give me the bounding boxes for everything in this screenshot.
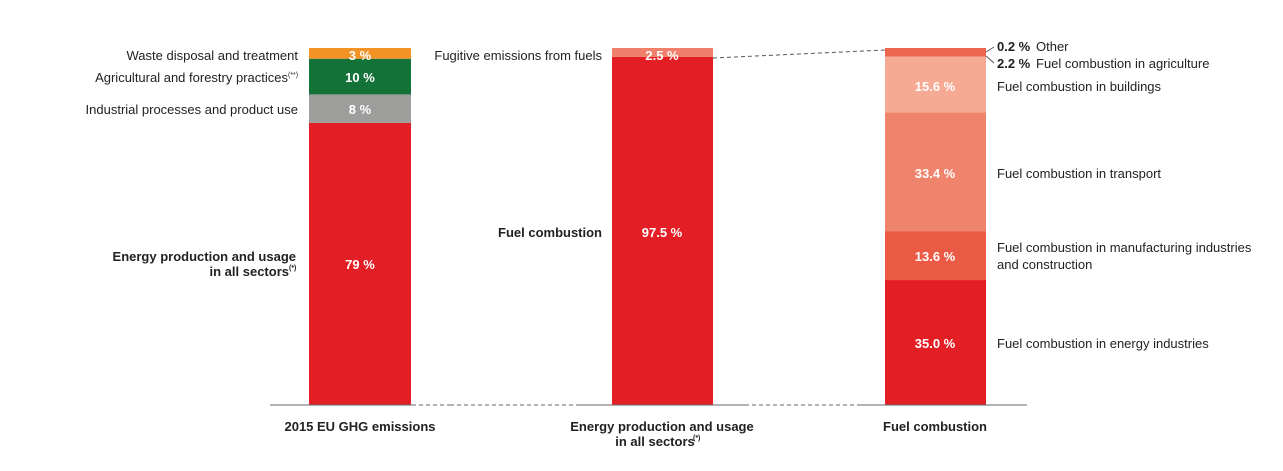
chart1-value-waste: 3 %: [349, 48, 372, 63]
chart1-bar-1: [309, 94, 411, 123]
chart3-value-manufacturing: 13.6 %: [915, 249, 956, 264]
chart1-label-waste: Waste disposal and treatment: [127, 48, 299, 63]
chart1-label-agri: Agricultural and forestry practices: [95, 70, 288, 85]
chart3-bar-2: [885, 112, 986, 232]
chart3-value-buildings: 15.6 %: [915, 79, 956, 94]
chart3-x-label: Fuel combustion: [883, 419, 987, 434]
chart3-bar-1: [885, 231, 986, 281]
chart2-group: 97.5 % 2.5 % Fugitive emissions from fue…: [434, 48, 886, 449]
chart1-x-label: 2015 EU GHG emissions: [284, 419, 435, 434]
chart1-bar-0: [309, 122, 411, 405]
chart3-label-other: Other: [1036, 39, 1069, 54]
chart1-value-agri: 10 %: [345, 70, 375, 85]
chart1-label-industrial: Industrial processes and product use: [86, 102, 298, 117]
chart1-label-energy-line2: in all sectors: [210, 264, 289, 279]
chart3-group: 35.0 % 13.6 % 33.4 % 15.6 % Fuel combust…: [860, 39, 1252, 434]
chart1-label-energy-footnote: (*): [289, 265, 296, 272]
chart1-label-energy-line1: Energy production and usage: [113, 249, 296, 264]
chart1-bars: [309, 48, 411, 405]
chart3-leader-agriculture: [985, 55, 995, 64]
chart2-value-fuel-combustion: 97.5 %: [642, 225, 683, 240]
chart1-group: 79 % 8 % 10 % 3 % Waste disposal and tre…: [86, 48, 450, 434]
chart3-label-manufacturing-line1: Fuel combustion in manufacturing industr…: [997, 240, 1252, 255]
chart3-bar-5: [885, 48, 986, 49]
chart1-bar-2: [309, 58, 411, 95]
chart2-label-fuel-combustion: Fuel combustion: [498, 225, 602, 240]
chart3-bars: [885, 48, 986, 405]
chart3-value-agriculture: 2.2 %: [997, 56, 1031, 71]
chart3-label-agriculture: Fuel combustion in agriculture: [1036, 56, 1209, 71]
chart1-value-energy: 79 %: [345, 257, 375, 272]
chart2-bar-1: [612, 48, 713, 57]
chart2-x-label-line1: Energy production and usage: [570, 419, 753, 434]
chart2-bars: [612, 48, 713, 406]
chart3-bar-4: [885, 48, 986, 57]
chart1-bar-3: [309, 48, 411, 59]
chart3-bar-0: [885, 280, 986, 405]
chart3-label-transport: Fuel combustion in transport: [997, 166, 1161, 181]
chart2-x-label-footnote: (*): [693, 435, 700, 442]
chart3-value-other: 0.2 %: [997, 39, 1031, 54]
chart3-value-energy-industries: 35.0 %: [915, 336, 956, 351]
chart3-label-manufacturing-line2: and construction: [997, 257, 1092, 272]
connector-line: [712, 49, 886, 59]
chart3-value-transport: 33.4 %: [915, 166, 956, 181]
chart3-bar-3: [885, 56, 986, 113]
chart1-value-industrial: 8 %: [349, 102, 372, 117]
chart1-label-agri-footnote: (**): [288, 72, 298, 79]
chart3-label-buildings: Fuel combustion in buildings: [997, 79, 1162, 94]
chart2-value-fugitive: 2.5 %: [645, 48, 679, 63]
chart3-leader-other: [985, 46, 995, 53]
chart2-label-fugitive: Fugitive emissions from fuels: [434, 48, 602, 63]
chart3-label-energy-industries: Fuel combustion in energy industries: [997, 336, 1209, 351]
chart2-x-label-line2: in all sectors: [615, 434, 694, 449]
chart2-bar-0: [612, 56, 713, 406]
